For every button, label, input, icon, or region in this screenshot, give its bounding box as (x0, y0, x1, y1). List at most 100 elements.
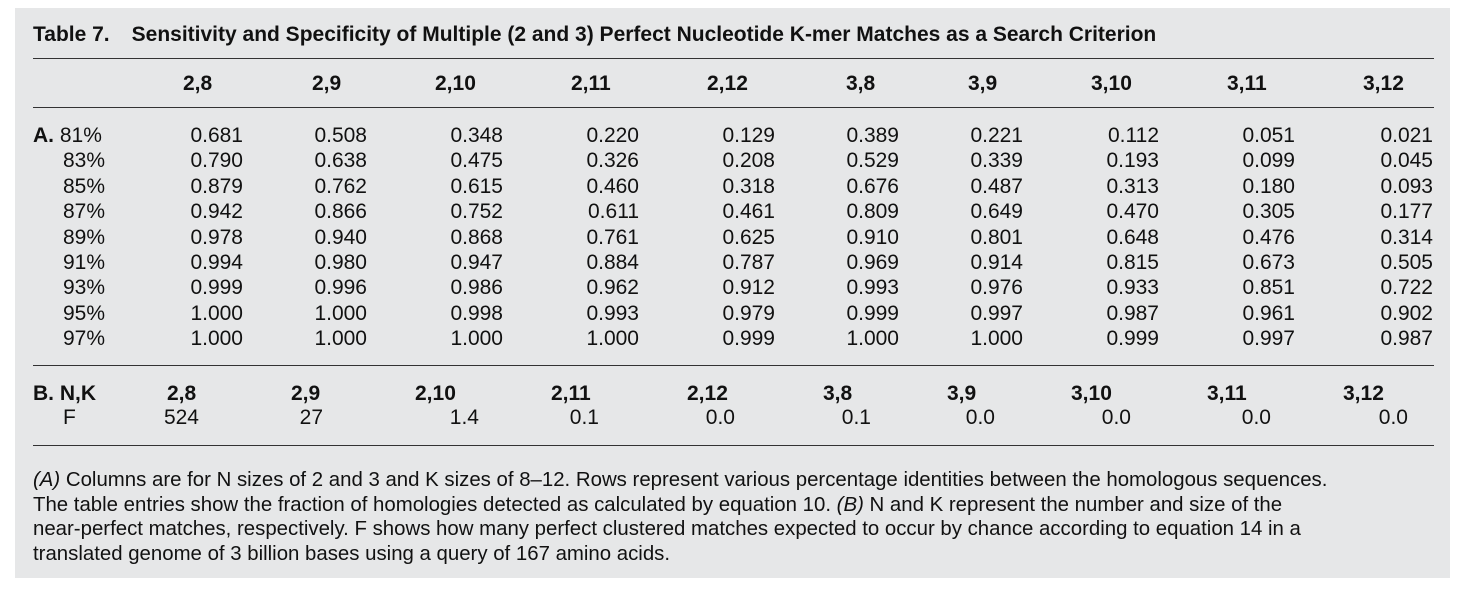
value-column: 0.221 0.339 0.487 0.649 0.801 0.914 0.976 0.997… (970, 123, 1023, 352)
nk-value: 3,11 (1207, 382, 1247, 405)
table-cell: 1.000 (314, 327, 367, 351)
table-cell: 0.676 (846, 174, 899, 198)
table-cell: 0.787 (722, 251, 775, 275)
table-cell: 0.722 (1380, 276, 1433, 300)
table-cell: 1.000 (190, 327, 243, 351)
table-cell: 0.339 (970, 149, 1023, 173)
table-cell: 0.962 (586, 276, 639, 300)
column-header: 3,12 (1363, 72, 1404, 95)
table-cell: 0.314 (1380, 225, 1433, 249)
table-cell: 0.868 (450, 225, 503, 249)
table-cell: 0.969 (846, 251, 899, 275)
table-cell: 0.193 (1106, 149, 1159, 173)
value-column: 0.681 0.790 0.879 0.942 0.978 0.994 0.999 1.000… (190, 123, 243, 352)
table-cell: 0.993 (846, 276, 899, 300)
table-cell: 0.997 (970, 301, 1023, 325)
table-cell: 0.999 (722, 327, 775, 351)
column-header: 2,11 (571, 72, 611, 95)
table-cell: 0.681 (190, 124, 243, 147)
table-cell: 0.461 (722, 200, 775, 224)
table-cell: 0.649 (970, 200, 1023, 224)
row-label: 95% (63, 301, 106, 325)
table-cell: 0.910 (846, 225, 899, 249)
table-cell: 0.978 (190, 225, 243, 249)
table-cell: 0.625 (722, 225, 775, 249)
table-cell: 0.752 (450, 200, 503, 224)
table-cell: 0.994 (190, 251, 243, 275)
f-value: 0.0 (705, 406, 735, 429)
table-cell: 1.000 (586, 327, 639, 351)
table-cell: 0.987 (1380, 327, 1433, 351)
table-cell: 0.611 (588, 200, 639, 224)
table-cell: 0.979 (722, 301, 775, 325)
row-label: 89% (63, 225, 106, 249)
table-cell: 0.961 (1242, 301, 1295, 325)
table-cell: 0.051 (1242, 124, 1295, 147)
column-header: 3,10 (1091, 72, 1132, 95)
table-cell: 0.993 (586, 301, 639, 325)
f-value: 0.1 (569, 406, 599, 429)
table-cell: 0.099 (1242, 149, 1295, 173)
table-cell: 0.112 (1108, 124, 1159, 147)
value-column: 0.508 0.638 0.762 0.866 0.940 0.980 0.996 1.000… (314, 123, 367, 352)
f-label: F (63, 406, 76, 429)
table-cell: 1.000 (314, 301, 367, 325)
row-label: 81% (59, 124, 102, 147)
table-cell: 0.999 (190, 276, 243, 300)
nk-value: 2,11 (551, 382, 591, 405)
footnote-text: near-perfect matches, respectively. F sh… (33, 518, 1301, 540)
value-column: 0.112 0.193 0.313 0.470 0.648 0.815 0.933 0.987… (1106, 123, 1159, 352)
section-b-labels: B. N,K F (33, 382, 96, 430)
table-cell: 0.801 (970, 225, 1023, 249)
table-cell: 0.940 (314, 225, 367, 249)
column-header: 2,12 (707, 72, 748, 95)
f-value: 0.0 (965, 406, 995, 429)
table-number: Table 7. (33, 23, 110, 46)
table-cell: 0.999 (1106, 327, 1159, 351)
row-label: 91% (63, 251, 106, 275)
value-column: 0.021 0.045 0.093 0.177 0.314 0.505 0.722 0.902… (1380, 123, 1433, 352)
table-cell: 0.508 (314, 124, 367, 147)
table-cell: 0.129 (722, 124, 775, 147)
table-footnote: (A) Columns are for N sizes of 2 and 3 a… (33, 468, 1438, 566)
table-cell: 0.045 (1380, 149, 1433, 173)
table-cell: 0.933 (1106, 276, 1159, 300)
table-cell: 0.177 (1380, 200, 1433, 224)
table-cell: 0.879 (190, 174, 243, 198)
table-cell: 0.815 (1106, 251, 1159, 275)
table-cell: 0.999 (846, 301, 899, 325)
table-cell: 0.221 (970, 124, 1023, 147)
table-cell: 0.761 (586, 225, 639, 249)
value-column: 0.389 0.529 0.676 0.809 0.910 0.969 0.993 0.999… (846, 123, 899, 352)
table-cell: 0.997 (1242, 327, 1295, 351)
table-cell: 0.996 (314, 276, 367, 300)
table-cell: 1.000 (190, 301, 243, 325)
nk-value: 2,9 (291, 382, 321, 405)
f-value: 0.0 (1101, 406, 1131, 429)
f-value: 27 (299, 406, 323, 429)
table-cell: 0.884 (586, 251, 639, 275)
column-header: 2,10 (435, 72, 476, 95)
f-value: 0.1 (841, 406, 871, 429)
table-cell: 1.000 (970, 327, 1023, 351)
table-cell: 0.998 (450, 301, 503, 325)
table-cell: 0.208 (722, 149, 775, 173)
footnote-b-marker: (B) (836, 493, 864, 516)
rule-mid (33, 365, 1434, 366)
table-cell: 0.487 (970, 174, 1023, 198)
nk-value: 2,10 (415, 382, 456, 405)
rule-below-header (33, 107, 1434, 108)
column-header: 3,9 (968, 72, 998, 95)
value-column: 0.220 0.326 0.460 0.611 0.761 0.884 0.962 0.993… (586, 123, 639, 352)
table-cell: 0.476 (1242, 225, 1295, 249)
table-cell: 0.475 (450, 149, 503, 173)
f-value: 0.0 (1378, 406, 1408, 429)
table-cell: 0.980 (314, 251, 367, 275)
table-cell: 0.529 (846, 149, 899, 173)
nk-value: 3,9 (947, 382, 977, 405)
table-cell: 0.987 (1106, 301, 1159, 325)
table-cell: 0.851 (1242, 276, 1295, 300)
table-panel: Table 7. Sensitivity and Specificity of M… (15, 8, 1450, 578)
table-cell: 0.348 (450, 124, 503, 147)
table-cell: 0.902 (1380, 301, 1433, 325)
